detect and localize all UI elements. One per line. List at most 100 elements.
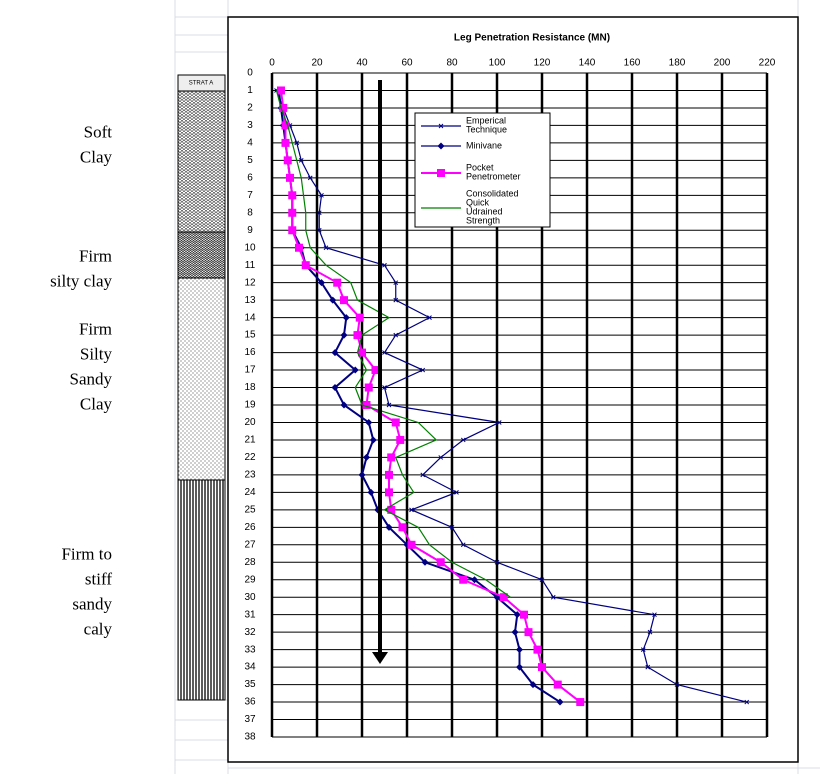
marker [396,435,405,444]
legend-marker [437,142,445,150]
marker [393,280,399,286]
strat-header: STRAT A [189,81,213,87]
marker [516,646,523,654]
marker [365,418,373,426]
marker [382,262,387,268]
marker [323,245,329,251]
y-tick-label: 27 [244,539,256,550]
y-tick-label: 14 [244,312,256,323]
marker [454,490,459,495]
strata-label: Soft [84,122,113,141]
marker [316,210,322,216]
series-marks [274,86,750,707]
strata-label: silty clay [50,271,112,290]
strata-labels: Soft Clay Firm silty clay Firm Silty Sandy Clay… [50,122,112,638]
marker [385,488,393,497]
legend-label: Pocket Penetrometer [466,163,521,182]
x-tick-label: 80 [446,58,458,69]
marker [529,681,537,689]
strata-label: Firm [79,246,112,265]
marker [364,383,373,392]
marker [358,471,366,479]
series [277,86,585,707]
y-tick-label: 15 [244,330,256,341]
x-tick-label: 20 [311,58,323,69]
y-tick-label: 9 [247,225,253,236]
strata-label: Sandy [70,369,113,388]
marker [647,629,653,635]
marker [362,401,371,409]
marker [385,523,393,531]
marker [340,401,348,409]
y-tick-label: 38 [244,732,256,743]
marker [331,384,339,392]
marker [420,472,426,478]
marker [674,682,680,687]
marker [363,453,370,461]
y-tick-label: 36 [244,697,256,708]
strata-label: sandy [72,594,112,613]
marker [460,437,466,443]
y-tick-label: 33 [244,644,256,655]
y-tick-label: 2 [247,103,253,114]
marker [471,576,478,584]
y-tick-label: 11 [245,260,256,271]
marker [331,349,339,357]
y-tick-label: 8 [247,207,253,218]
y-tick-label: 21 [244,435,256,446]
marker [286,173,294,182]
marker [421,558,429,566]
y-tick-label: 4 [247,138,253,149]
x-tick-label: 0 [269,58,275,69]
series [275,90,511,598]
marker [409,507,414,513]
marker [288,226,297,235]
x-tick-label: 120 [534,58,551,69]
marker [449,524,455,530]
grid: 0123456789101112131415161718192021222324… [244,58,775,743]
y-tick-label: 22 [244,452,256,463]
marker [316,227,322,233]
y-tick-label: 1 [247,85,253,96]
series [274,88,750,705]
marker [358,348,366,357]
marker [459,575,468,584]
strat-column: STRAT A [177,74,226,701]
legend-label: Minivane [466,140,502,150]
x-tick-label: 100 [489,58,506,69]
y-tick-label: 35 [244,679,256,690]
y-tick-label: 25 [244,504,256,515]
strata-label: Firm [79,319,112,338]
marker [550,594,556,600]
marker [494,559,500,565]
series-line [275,90,511,598]
legend-marker [438,123,444,129]
marker [393,332,399,338]
marker [371,366,380,375]
marker [333,278,342,287]
legend: Emperical Technique Minivane Pocket Penetrom… [421,116,521,226]
y-tick-label: 7 [247,190,253,201]
y-tick-label: 5 [247,155,253,166]
marker [520,610,528,619]
y-tick-label: 0 [247,68,253,79]
marker [277,86,285,95]
marker [342,314,350,322]
marker [553,680,562,689]
marker [382,350,387,355]
marker [340,331,348,339]
y-tick-label: 31 [244,609,256,620]
marker [427,315,432,320]
marker [436,558,445,567]
marker [407,540,416,549]
chart-frame [227,16,799,763]
marker [645,664,651,670]
marker [382,385,387,390]
marker [516,663,523,671]
marker [340,296,348,305]
y-tick-label: 34 [244,662,256,673]
legend-label: Emperical Technique [466,116,507,135]
strata-label: Firm to [61,544,112,563]
marker [329,296,337,304]
y-tick-label: 28 [244,557,256,568]
